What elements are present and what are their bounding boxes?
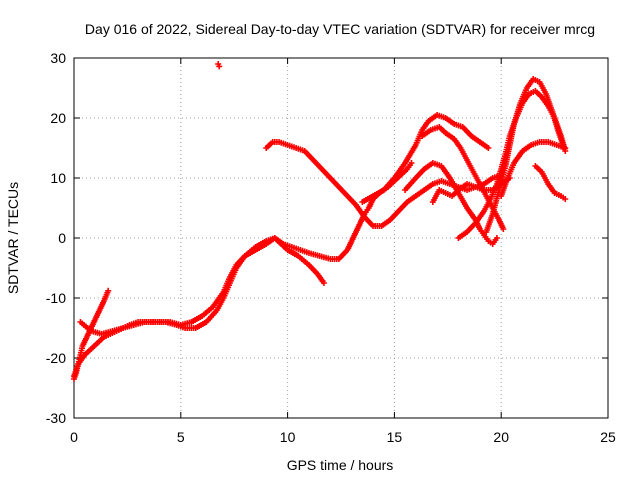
series-isolated — [215, 61, 223, 70]
data-points — [71, 61, 569, 382]
data-point — [320, 280, 327, 286]
chart-title: Day 016 of 2022, Sidereal Day-to-day VTE… — [85, 21, 595, 37]
x-tick-label: 25 — [600, 429, 616, 445]
grid — [74, 58, 608, 418]
data-point — [500, 226, 507, 232]
data-point — [105, 287, 112, 294]
series-track-12 — [532, 163, 569, 202]
x-tick-label: 20 — [493, 429, 509, 445]
y-tick-label: 30 — [50, 50, 66, 66]
x-tick-label: 5 — [177, 429, 185, 445]
axis-ticks: 0 5 10 15 20 25 -30 -20 -10 0 10 20 30 — [46, 50, 616, 445]
x-tick-label: 15 — [387, 429, 403, 445]
series-track-3 — [71, 160, 415, 379]
y-tick-label: -10 — [46, 290, 66, 306]
series-track-7 — [419, 124, 507, 232]
data-point — [485, 145, 492, 151]
y-tick-label: 0 — [58, 230, 66, 246]
x-axis-label: GPS time / hours — [287, 457, 394, 473]
data-point — [493, 235, 500, 241]
series-track-11 — [498, 139, 569, 199]
y-tick-label: -30 — [46, 410, 66, 426]
y-tick-label: 10 — [50, 170, 66, 186]
series-track-10 — [483, 76, 567, 235]
y-tick-label: -20 — [46, 350, 66, 366]
series-track-5 — [359, 112, 492, 205]
series-track-6 — [402, 160, 500, 247]
data-point — [216, 63, 223, 70]
data-point — [562, 145, 569, 151]
data-point — [562, 196, 569, 202]
x-tick-label: 0 — [70, 429, 78, 445]
y-tick-label: 20 — [50, 110, 66, 126]
x-tick-label: 10 — [280, 429, 296, 445]
data-point — [408, 160, 415, 166]
series-track-2 — [77, 235, 327, 337]
y-axis-label: SDTVAR / TECUs — [5, 182, 21, 294]
